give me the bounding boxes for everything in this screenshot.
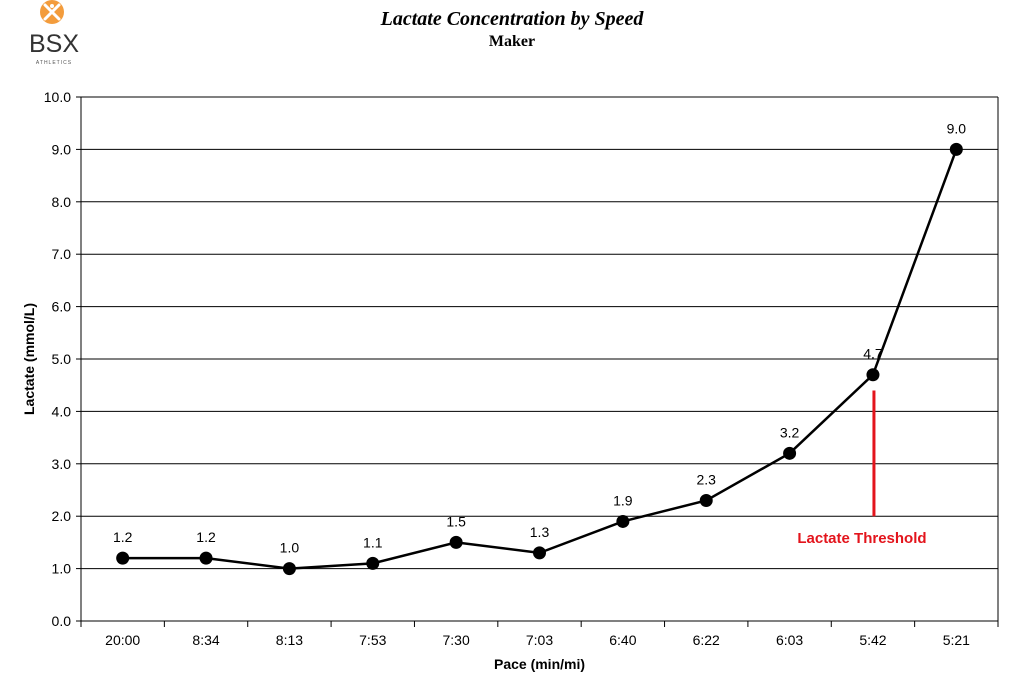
y-tick-label: 8.0 [52,194,72,210]
x-tick-label: 5:42 [859,632,886,648]
data-point [866,368,880,382]
x-tick-label: 7:03 [526,632,553,648]
y-axis-title: Lactate (mmol/L) [21,303,37,415]
data-point [533,546,546,560]
x-tick-label: 5:21 [943,632,970,648]
data-label: 1.3 [530,524,550,540]
data-label: 9.0 [947,120,967,136]
data-point [199,551,213,565]
x-axis-title: Pace (min/mi) [494,656,585,672]
x-tick-label: 8:34 [192,632,219,648]
y-tick-label: 2.0 [52,508,72,524]
chart-subtitle: Maker [488,33,536,50]
x-tick-label: 6:03 [776,632,803,648]
data-label: 1.0 [280,540,300,556]
threshold-label: Lactate Threshold [797,530,926,547]
threshold-annotation: Lactate Threshold [797,390,927,547]
y-tick-label: 5.0 [52,351,72,367]
data-point [449,535,463,549]
logo-wordmark: BSX [29,30,79,58]
data-label: 4.7 [863,346,883,362]
grid-lines [81,96,998,570]
data-label: 1.2 [196,529,216,545]
data-point [699,493,713,507]
brand-logo: BSX ATHLETICS [22,0,86,66]
data-label: 3.2 [780,424,800,440]
x-tick-label: 7:53 [359,632,386,648]
y-tick-label: 9.0 [52,141,72,157]
y-tick-label: 10.0 [44,89,71,105]
y-tick-label: 1.0 [52,561,72,577]
x-tick-label: 8:13 [276,632,303,648]
y-tick-label: 6.0 [52,299,72,315]
y-tick-label: 3.0 [52,456,72,472]
data-label: 1.9 [613,492,633,508]
y-tick-label: 4.0 [52,403,72,419]
data-labels: 1.2 1.2 1.0 1.1 1.5 1.3 1.9 2.3 3.2 4.7 9.0 [113,120,966,555]
x-tick-label: 6:22 [693,632,720,648]
y-tick-label: 0.0 [52,613,72,629]
data-label: 1.2 [113,529,133,545]
data-point [366,556,380,570]
y-tick-labels: 0.0 1.0 2.0 3.0 4.0 5.0 6.0 7.0 8.0 9.0 10.0 [44,89,71,629]
data-label: 1.5 [446,513,466,529]
data-point [116,551,130,565]
data-label: 1.1 [363,534,383,550]
data-point [783,446,797,460]
data-point [616,514,630,528]
data-point [282,562,296,576]
x-tick-labels: 20:00 8:34 8:13 7:53 7:30 7:03 6:40 6:22 6:03 5:4… [105,632,970,648]
x-tick-label: 7:30 [443,632,470,648]
chart-title: Lactate Concentration by Speed [380,8,644,30]
x-tick-label: 20:00 [105,632,140,648]
y-tick-label: 7.0 [52,246,72,262]
axes [76,96,999,627]
series-lactate [116,142,963,576]
x-tick-label: 6:40 [609,632,636,648]
data-point [949,142,963,156]
logo-subtext: ATHLETICS [36,60,72,66]
data-label: 2.3 [696,471,716,487]
